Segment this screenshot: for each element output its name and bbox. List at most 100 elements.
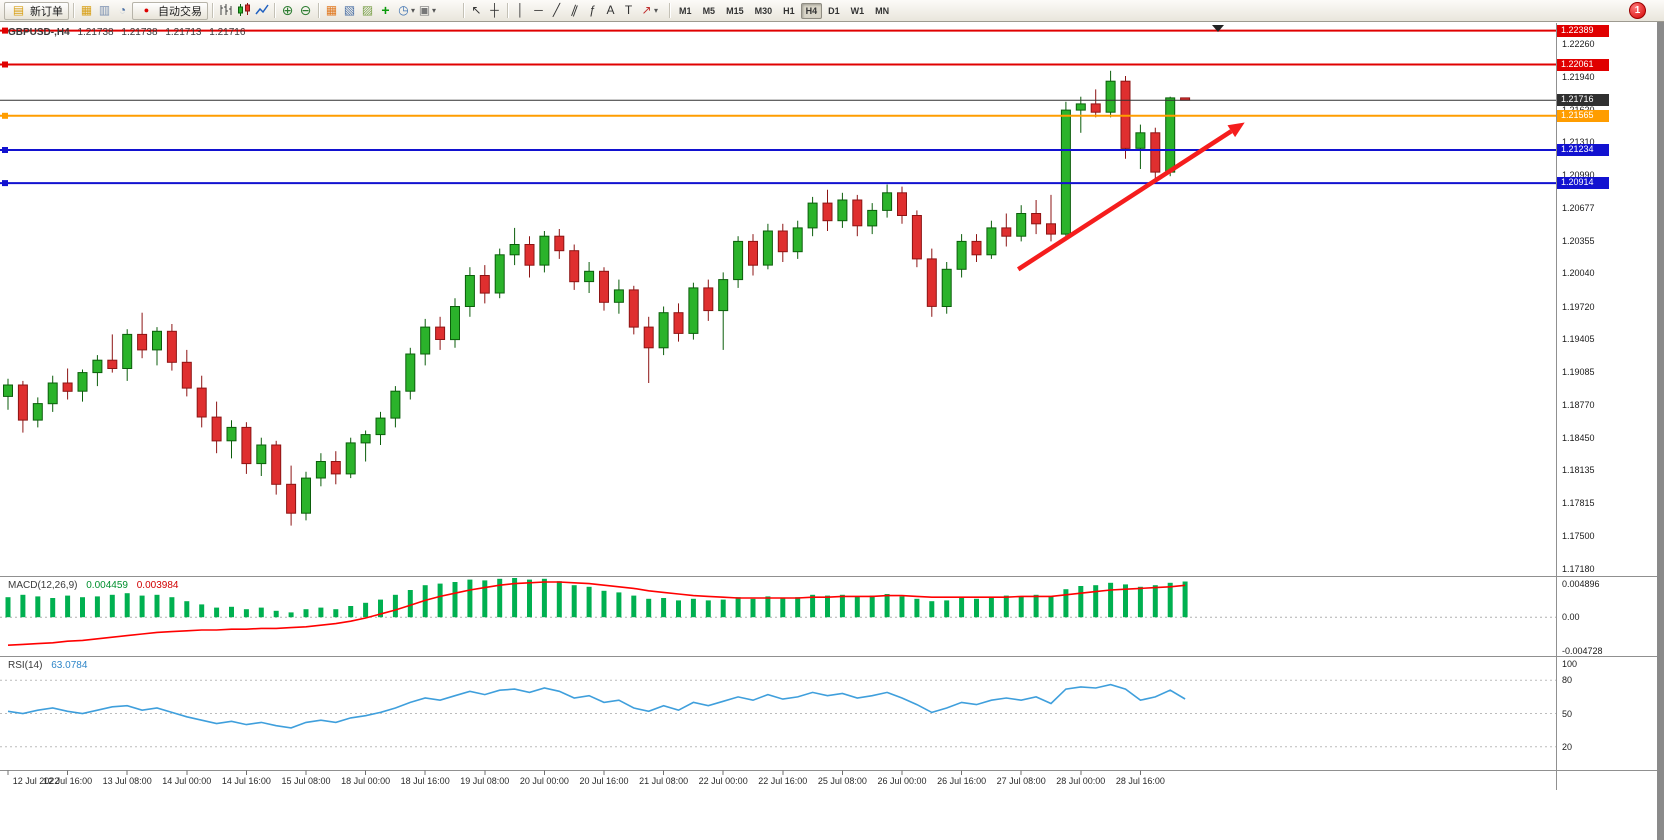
time-axis-label: 20 Jul 00:00 <box>519 776 569 786</box>
trend-arrow[interactable] <box>1016 122 1245 272</box>
price-tick-label: 1.17180 <box>1562 564 1595 574</box>
rsi-layer <box>0 679 1556 748</box>
new-order-label: 新订单 <box>30 5 63 18</box>
timeframe-w1[interactable]: W1 <box>846 3 870 19</box>
arrows-icon[interactable]: ↗ <box>641 3 652 17</box>
price-tick-label: 1.20040 <box>1562 268 1595 279</box>
toolbar-separator <box>507 3 509 18</box>
periods-icon[interactable]: ◷ <box>398 3 409 17</box>
macd-signal-value: 0.003984 <box>136 580 179 591</box>
symbol-period-label: GBPUSD-,H4 <box>8 27 70 38</box>
price-tick-label: 1.20355 <box>1562 235 1595 246</box>
window-edge <box>1657 22 1664 840</box>
arrange-windows-icon[interactable]: ▨ <box>361 3 374 17</box>
timeframe-m15[interactable]: M15 <box>721 3 749 19</box>
time-axis-label: 18 Jul 00:00 <box>341 776 391 786</box>
price-line-label: 1.21565 <box>1557 109 1609 122</box>
time-axis-label: 26 Jul 16:00 <box>937 776 987 786</box>
chevron-down-icon[interactable]: ▾ <box>654 6 659 15</box>
crosshair-icon[interactable]: ┼ <box>490 3 499 17</box>
time-axis-label: 15 Jul 08:00 <box>281 776 331 786</box>
auto-trading-icon: ● <box>143 5 150 15</box>
price-tick-label: 1.19720 <box>1562 301 1595 312</box>
candlestick-type-icon[interactable] <box>235 2 252 19</box>
close-value: 1.21716 <box>209 27 246 38</box>
time-axis-label: 26 Jul 00:00 <box>877 776 927 786</box>
macd-header: MACD(12,26,9) 0.004459 0.003984 <box>8 580 178 591</box>
timeframe-h4[interactable]: H4 <box>800 2 823 19</box>
time-axis-label: 25 Jul 08:00 <box>817 776 867 786</box>
chart-ohlc-header: GBPUSD-,H4 1.21738 1.21738 1.21713 1.217… <box>8 27 245 38</box>
profiles-icon[interactable]: ▥ <box>98 3 111 17</box>
low-value: 1.21713 <box>165 27 202 38</box>
toolbar-separator <box>318 3 319 18</box>
time-axis-label: 28 Jul 16:00 <box>1115 776 1165 786</box>
macd-tick-label: -0.004728 <box>1562 646 1603 656</box>
chevron-down-icon[interactable]: ▾ <box>411 6 416 15</box>
vertical-line-icon[interactable]: │ <box>516 3 525 17</box>
channel-icon[interactable]: ∥ <box>569 2 580 18</box>
fibonacci-icon[interactable]: ƒ <box>589 3 596 17</box>
price-line-label: 1.22389 <box>1557 24 1609 37</box>
bar-chart-type-icon[interactable] <box>217 2 234 19</box>
timeframe-h1[interactable]: H1 <box>778 3 800 19</box>
indicators-icon[interactable]: + <box>381 2 390 18</box>
timeframe-m1[interactable]: M1 <box>674 3 697 19</box>
macd-main-value: 0.004459 <box>86 580 128 591</box>
price-tick-label: 1.20990 <box>1562 170 1595 181</box>
trendline-icon[interactable]: ╱ <box>552 3 561 17</box>
timeframe-m5[interactable]: M5 <box>698 3 721 19</box>
toolbar-separator <box>212 3 213 18</box>
auto-trading-button[interactable]: ● 自动交易 <box>132 1 208 20</box>
rsi-tick-label: 100 <box>1562 659 1578 669</box>
label-icon[interactable]: T <box>624 3 633 17</box>
time-axis-label: 28 Jul 00:00 <box>1056 776 1106 786</box>
cascade-windows-icon[interactable]: ▧ <box>343 3 356 17</box>
rsi-tick-label: 20 <box>1562 741 1573 752</box>
candles-layer <box>3 70 1191 526</box>
price-line-label: 1.21234 <box>1557 144 1609 156</box>
price-tick-label: 1.20677 <box>1562 202 1595 213</box>
tile-windows-icon[interactable]: ▦ <box>325 3 338 17</box>
rsi-value: 63.0784 <box>51 660 88 671</box>
rsi-header: RSI(14) 63.0784 <box>8 660 87 671</box>
timeframe-mn[interactable]: MN <box>870 3 894 19</box>
toolbar-separator <box>669 3 671 18</box>
text-icon[interactable]: A <box>606 3 615 17</box>
rsi-tick-label: 80 <box>1562 675 1573 686</box>
template-icon[interactable]: ▣ <box>418 3 431 17</box>
notification-badge[interactable]: 1 <box>1629 2 1646 19</box>
new-order-button[interactable]: ▤ 新订单 <box>4 1 69 20</box>
price-tick-label: 1.17815 <box>1562 498 1595 509</box>
toolbar-separator <box>463 3 465 18</box>
zoom-out-icon[interactable]: ⊖ <box>299 2 312 18</box>
time-axis-label: 20 Jul 16:00 <box>579 776 629 786</box>
timeframe-m30[interactable]: M30 <box>750 3 778 19</box>
price-tick-label: 1.18135 <box>1562 465 1595 476</box>
macd-layer <box>0 578 1556 646</box>
open-value: 1.21738 <box>77 27 114 38</box>
chevron-down-icon[interactable]: ▾ <box>432 6 437 15</box>
high-value: 1.21738 <box>121 27 158 38</box>
toolbar-separator <box>274 3 275 18</box>
price-tick-label: 1.21310 <box>1562 137 1595 148</box>
object-marker[interactable] <box>1212 25 1224 32</box>
new-chart-icon[interactable]: ▦ <box>80 3 93 17</box>
refresh-icon[interactable]: ◔ <box>118 3 127 17</box>
time-axis-label: 14 Jul 16:00 <box>221 776 271 786</box>
price-tick-label: 1.17500 <box>1562 530 1595 541</box>
new-order-icon: ▤ <box>12 3 25 17</box>
timeframe-d1[interactable]: D1 <box>823 3 845 19</box>
rsi-label: RSI(14) <box>8 660 43 671</box>
time-axis-label: 12 Jul 16:00 <box>43 776 93 786</box>
time-axis-label: 12 Jul 2022 <box>12 776 60 786</box>
horizontal-lines-layer[interactable] <box>0 27 1556 187</box>
zoom-in-icon[interactable]: ⊕ <box>281 2 294 18</box>
horizontal-line-icon[interactable]: ─ <box>534 3 543 17</box>
cursor-ic***REMOVED***on[interactable]: ↖ <box>471 3 482 17</box>
price-tick-label: 1.19405 <box>1562 334 1595 344</box>
line-chart-type-icon[interactable] <box>253 2 270 19</box>
time-axis-label: 22 Jul 16:00 <box>758 776 808 786</box>
